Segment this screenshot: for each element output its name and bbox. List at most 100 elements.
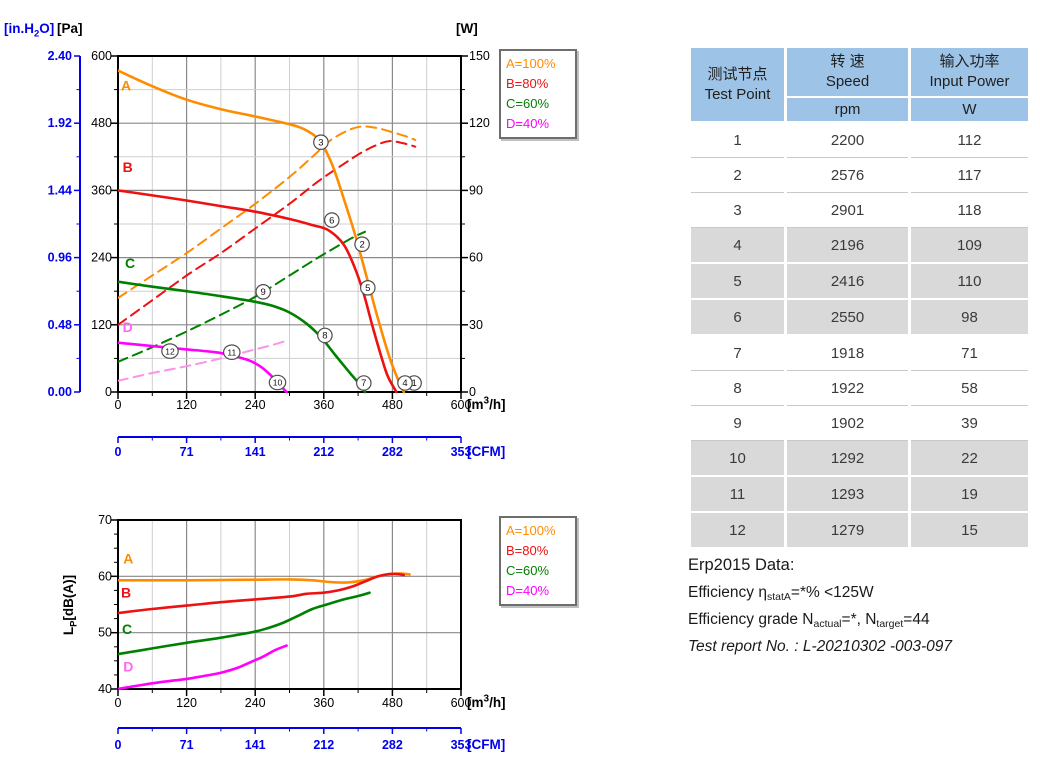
y-tick-label: 70 [98,513,112,527]
curve-label-b: B [123,159,133,175]
curve-C-60-pressure [118,280,367,394]
cell-speed: 2576 [784,157,911,193]
cell-point: 12 [688,512,787,549]
curve-label-d: D [123,319,133,335]
header-speed: 转 速 Speed [784,48,911,98]
cfm-tick-label: 212 [313,738,334,752]
cfm-tick-label: 141 [245,445,266,459]
marker-circle-10 [268,374,287,391]
marker-number-1: 1 [411,378,416,389]
table-row-1: 1 2200 112 [688,122,1031,158]
erp-data-block: Erp2015 Data: Efficiency ηstatA=*% <125W… [688,556,1038,656]
y-tick-label: 480 [91,116,112,130]
marker-circle-7 [355,375,372,391]
table-row-10: 10 1292 22 [688,440,1031,477]
w-tick-label: 90 [469,183,483,197]
y-tick-label: 40 [98,682,112,696]
pressure-power-chart: 0 120 240 360 480 600[m3/h]0120240360480600[P… [4,21,506,459]
cell-speed: 1279 [784,512,911,549]
grid-lines [118,520,461,689]
cell-power: 98 [908,299,1031,336]
marker-number-11: 11 [227,347,236,357]
header-input-power-zh: 输入功率 [939,53,1000,70]
cfm-tick-label: 353 [451,445,472,459]
table-row-5: 5 2416 110 [688,263,1031,300]
x-tick-label: 600 [451,398,472,412]
header-input-power: 输入功率 Input Power [908,48,1031,98]
cell-power: 112 [908,122,1031,158]
marker-circle-2 [354,236,370,252]
curve-A-100-power [118,125,417,299]
cell-point: 8 [688,370,787,406]
cell-point: 6 [688,299,787,336]
cell-power: 117 [908,157,1031,193]
y-tick-label: 60 [98,569,112,583]
legend-pressure-chart: A=100% B=80% C=60% D=40% [499,49,577,139]
x-tick-label: 240 [245,398,266,412]
x-axis-unit-label: [m3/h] [467,694,506,711]
inh2o-unit-label: [in.H2O] [4,21,54,40]
w-tick-label: 30 [469,318,483,332]
cell-point: 5 [688,263,787,300]
curve-label-d: D [123,659,133,675]
table-row-9: 9 1902 39 [688,405,1031,441]
erp-text: =*, N [841,611,877,628]
marker-circle-9 [255,283,271,300]
y-axis-unit-label: LP[dB(A)] [61,575,80,635]
x-tick-label: 0 [115,398,122,412]
axis-decorations: 0 120 240 360 480 600[m3/h]0120240360480600[P… [4,21,506,459]
marker-number-2: 2 [359,239,364,250]
curve-C-60-power [118,230,366,363]
x-tick-label: 0 [115,696,122,710]
cell-speed: 1918 [784,335,911,371]
legend-item-a: A=100% [506,56,556,71]
erp-grade-line: Efficiency grade Nactual=*, Ntarget=44 [688,611,1038,630]
cfm-tick-label: 353 [451,738,472,752]
cell-speed: 2550 [784,299,911,336]
cell-speed: 2200 [784,122,911,158]
cfm-tick-label: 282 [382,445,403,459]
test-point-table: 测试节点 Test Point 转 速 Speed 输入功率 Input Pow… [688,48,1031,549]
table-row-11: 11 1293 19 [688,476,1031,513]
curve-C-60-noise [118,591,371,656]
curve-B-80-noise [118,572,406,615]
header-test-point-zh: 测试节点 [707,65,768,83]
x-tick-label: 120 [176,696,197,710]
erp-subscript: actual [813,618,842,630]
w-axis-unit-label: [W] [456,21,478,36]
w-tick-label: 60 [469,251,483,265]
w-tick-label: 120 [469,116,490,130]
y-tick-label: 50 [98,626,112,640]
cfm-unit-label: [CFM] [467,444,505,459]
marker-circle-5 [359,279,376,296]
marker-circle-4 [397,375,413,391]
legend-item-b: B=80% [506,543,549,558]
cell-power: 109 [908,227,1031,264]
marker-number-8: 8 [322,331,327,342]
cell-point: 11 [688,476,787,513]
cell-power: 19 [908,476,1031,513]
cell-power: 39 [908,405,1031,441]
w-tick-label: 150 [469,49,490,63]
erp-text: Efficiency grade N [688,611,814,628]
curve-label-c: C [125,255,135,271]
header-speed-zh: 转 速 [830,53,865,70]
legend-item-c: C=60% [506,563,549,578]
inh2o-tick-label: 1.44 [48,183,72,197]
noise-chart: 0 120 240 360 480 600[m3/h] 40 50 60 70 LP[dB(A)] 0… [61,513,506,752]
x-tick-label: 240 [245,696,266,710]
cell-point: 1 [688,122,787,158]
curve-label-a: A [123,550,133,566]
erp-efficiency-line: Efficiency ηstatA=*% <125W [688,584,1038,603]
curve-label-c: C [122,621,132,637]
x-tick-label: 120 [176,398,197,412]
legend-noise-chart: A=100% B=80% C=60% D=40% [499,516,577,606]
inh2o-tick-label: 0.00 [48,385,72,399]
curve-D-40-noise [118,644,288,691]
curve-label-b: B [121,585,131,601]
y-tick-label: 360 [91,183,112,197]
marker-number-3: 3 [318,137,323,148]
cell-point: 2 [688,157,787,193]
header-rpm-unit: rpm [784,97,911,123]
